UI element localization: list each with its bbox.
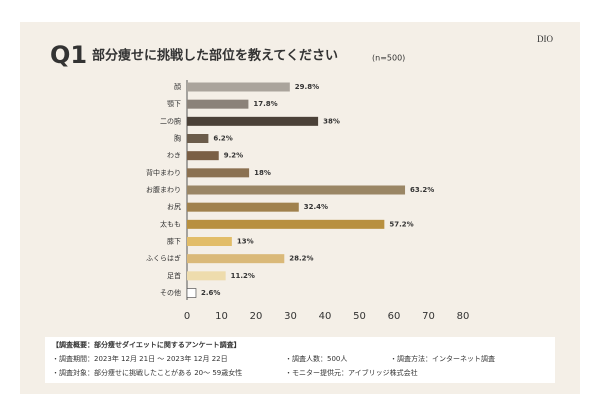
- y-tick-label: 二の腕: [160, 116, 181, 125]
- y-tick-label: 胸: [174, 134, 181, 143]
- note: ・モニター提供元：アイブリッジ株式会社: [285, 368, 418, 377]
- bar: [187, 254, 285, 264]
- value-label: 28.2%: [289, 255, 313, 263]
- panel: [20, 22, 580, 394]
- x-tick-label: 0: [184, 311, 190, 322]
- x-tick-label: 10: [215, 311, 228, 322]
- bar: [187, 134, 209, 143]
- y-tick-label: 膝下: [167, 237, 181, 246]
- note: ・調査人数：500人: [285, 354, 347, 363]
- value-label: 6.2%: [213, 135, 232, 143]
- value-label: 29.8%: [295, 83, 319, 91]
- y-tick-label: お腹まわり: [146, 185, 181, 194]
- note: ・調査対象：部分痩せに挑戦したことがある 20～ 59歳女性: [52, 368, 242, 377]
- y-tick-label: その他: [160, 288, 181, 297]
- value-label: 63.2%: [410, 186, 434, 194]
- y-tick-label: 顔: [174, 82, 181, 91]
- value-label: 38%: [323, 117, 340, 125]
- bar: [187, 151, 219, 161]
- y-tick-label: 足首: [167, 271, 181, 280]
- bar: [187, 219, 385, 229]
- chart-title: 部分痩せに挑戦した部位を教えてください: [92, 48, 338, 64]
- value-label: 13%: [237, 238, 254, 246]
- x-tick-label: 60: [388, 311, 401, 322]
- x-tick-label: 40: [319, 311, 332, 322]
- x-tick-label: 80: [457, 311, 470, 322]
- notes-heading: 【調査概要：部分痩せダイエットに関するアンケート調査】: [52, 340, 241, 349]
- bar: [187, 168, 250, 178]
- bar: [187, 237, 232, 246]
- x-tick-label: 20: [250, 311, 263, 322]
- value-label: 57.2%: [389, 220, 413, 228]
- x-tick-label: 30: [284, 311, 297, 322]
- value-label: 18%: [254, 169, 271, 177]
- chart-subtitle: (n=500): [372, 54, 405, 63]
- y-tick-label: 顎下: [167, 100, 181, 108]
- value-label: 2.6%: [201, 289, 220, 297]
- bar: [187, 116, 319, 126]
- bar: [187, 99, 249, 109]
- question-number: Q1: [50, 41, 87, 69]
- y-tick-label: 背中まわり: [146, 168, 181, 177]
- bar: [186, 288, 197, 298]
- y-tick-label: 太もも: [160, 219, 181, 228]
- note: ・調査方法：インターネット調査: [390, 354, 495, 363]
- y-tick-label: わき: [167, 152, 181, 160]
- bar: [187, 82, 290, 92]
- y-tick-label: ふくらはぎ: [146, 254, 181, 263]
- value-label: 32.4%: [304, 203, 328, 211]
- bar: [187, 271, 226, 281]
- value-label: 9.2%: [224, 152, 243, 160]
- x-tick-label: 50: [353, 311, 366, 322]
- value-label: 17.8%: [253, 100, 277, 108]
- x-tick-label: 70: [422, 311, 435, 322]
- note: ・調査期間：2023年 12月 21日 ～ 2023年 12月 22日: [52, 354, 228, 363]
- bar: [187, 185, 406, 195]
- y-tick-label: お尻: [167, 203, 181, 211]
- logo: DIO: [537, 34, 553, 44]
- bar: [187, 202, 299, 212]
- notes-box: [45, 337, 555, 383]
- value-label: 11.2%: [231, 272, 255, 280]
